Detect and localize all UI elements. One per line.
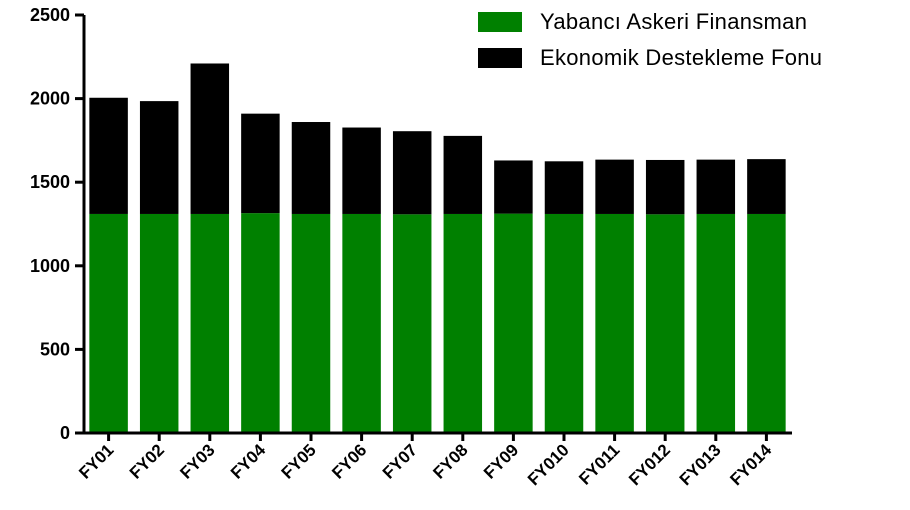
bar-fy06-series-1 — [342, 213, 381, 433]
legend-item-series-1: Yabancı Askeri Finansman — [478, 4, 822, 40]
bar-fy03-series-1 — [190, 213, 230, 433]
x-tick-label: FY010 — [524, 440, 573, 489]
legend-label-series-1: Yabancı Askeri Finansman — [540, 9, 808, 34]
x-tick-label: FY08 — [429, 440, 471, 482]
bar-fy04-series-2 — [241, 113, 280, 214]
bar-fy01-series-1 — [89, 213, 128, 433]
legend-swatch-series-1 — [478, 12, 522, 32]
bar-fy01-series-2 — [89, 97, 128, 214]
x-tick-label: FY013 — [676, 440, 725, 489]
bar-fy07-series-2 — [392, 131, 432, 215]
legend: Yabancı Askeri Finansman Ekonomik Destek… — [478, 4, 822, 76]
x-tick-label: FY011 — [575, 440, 623, 488]
bar-fy013-series-2 — [696, 159, 736, 214]
bar-fy012-series-1 — [645, 214, 685, 433]
bar-fy07-series-1 — [392, 214, 432, 433]
y-tick-label: 2500 — [30, 5, 70, 25]
bar-fy014-series-1 — [747, 213, 786, 433]
bar-fy02-series-2 — [139, 101, 179, 214]
x-tick-label: FY03 — [176, 440, 218, 482]
bar-fy014-series-2 — [747, 159, 786, 214]
bar-fy011-series-1 — [595, 213, 634, 433]
bar-fy09-series-1 — [494, 213, 533, 433]
x-tick-label: FY012 — [625, 440, 674, 489]
x-tick-label: FY04 — [227, 440, 270, 483]
x-tick-label: FY09 — [480, 440, 522, 482]
y-tick-label: 0 — [60, 423, 70, 443]
axes-group — [75, 13, 792, 441]
bar-fy06-series-2 — [342, 127, 381, 214]
bar-fy08-series-1 — [443, 213, 483, 433]
legend-label-series-2: Ekonomik Destekleme Fonu — [540, 45, 823, 70]
x-tick-label: FY07 — [379, 440, 421, 482]
bar-fy08-series-2 — [443, 135, 483, 214]
bar-fy05-series-2 — [291, 122, 331, 214]
bar-fy05-series-1 — [291, 213, 331, 433]
x-tick-label: FY02 — [126, 440, 168, 482]
x-tick-label: FY06 — [328, 440, 370, 482]
bar-fy03-series-2 — [190, 63, 230, 214]
x-tick-label: FY014 — [726, 440, 775, 489]
x-tick-label: FY05 — [278, 440, 320, 482]
y-tick-label: 1500 — [30, 172, 70, 192]
x-tick-label: FY01 — [75, 440, 117, 482]
legend-swatch-series-2 — [478, 48, 522, 68]
bar-fy011-series-2 — [595, 159, 634, 214]
bar-fy09-series-2 — [494, 160, 533, 214]
bar-fy013-series-1 — [696, 213, 736, 433]
bar-fy04-series-1 — [241, 213, 280, 433]
legend-item-series-2: Ekonomik Destekleme Fonu — [478, 40, 822, 76]
bar-fy010-series-1 — [544, 213, 584, 433]
bar-fy02-series-1 — [139, 213, 179, 433]
y-tick-label: 500 — [40, 339, 70, 359]
y-tick-label: 2000 — [30, 89, 70, 109]
bar-fy012-series-2 — [645, 159, 685, 215]
bars-group — [89, 63, 786, 433]
y-tick-label: 1000 — [30, 256, 70, 276]
bar-fy010-series-2 — [544, 161, 584, 214]
